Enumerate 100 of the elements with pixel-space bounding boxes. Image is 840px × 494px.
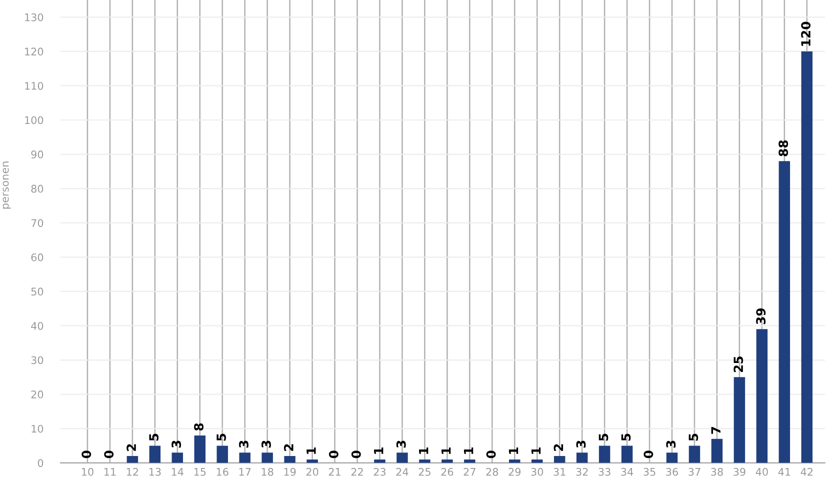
data-label: 3 [666,440,676,448]
x-tick-label: 37 [688,468,700,476]
bar [756,329,768,463]
data-label: 39 [756,308,766,324]
data-label: 8 [194,423,204,431]
x-tick-label: 12 [126,468,138,476]
x-tick-label: 10 [82,468,94,476]
data-label: 2 [554,444,564,451]
x-tick-label: 35 [644,468,656,476]
y-tick-label: 40 [31,322,44,330]
data-label: 3 [576,440,586,448]
data-label: 5 [621,434,631,441]
bar [666,452,678,463]
x-tick-label: 25 [418,468,430,476]
data-label: 3 [172,440,182,448]
data-label: 1 [374,447,384,454]
x-tick-label: 14 [172,468,184,476]
data-label: 0 [104,450,114,458]
data-label: 25 [734,356,744,372]
data-label: 3 [239,440,248,448]
bar [621,446,633,463]
y-tick-label: 110 [25,82,44,90]
data-label: 120 [801,22,811,46]
data-label: 1 [419,447,428,454]
x-tick-label: 21 [328,468,340,476]
y-tick-label: 0 [38,459,44,467]
bar [688,446,700,463]
bar [216,446,228,463]
x-tick-label: 41 [778,468,790,476]
data-label: 3 [261,440,271,448]
data-label: 5 [216,434,226,441]
bar [306,459,318,463]
data-label: 0 [82,450,92,458]
bar [554,456,566,463]
data-label: 0 [486,450,496,458]
x-tick-label: 18 [262,468,274,476]
bar [126,456,138,463]
bar [576,452,588,463]
bar [442,459,453,463]
x-tick-label: 42 [800,468,812,476]
x-tick-label: 13 [149,468,161,476]
x-tick-label: 29 [508,468,521,476]
x-tick-label: 33 [598,468,610,476]
y-tick-label: 70 [31,219,44,227]
bar [419,459,430,463]
data-label: 0 [351,450,361,458]
data-label: 88 [778,140,788,156]
y-tick-label: 60 [31,253,44,262]
bar [149,446,161,463]
x-tick-label: 23 [374,468,386,476]
data-label: 2 [126,444,136,451]
data-label: 7 [711,427,720,434]
bar [374,459,386,463]
y-axis-title: personen [2,162,11,209]
x-tick-label: 34 [621,468,634,476]
bar [801,51,813,463]
bar [711,438,723,463]
x-tick-label: 19 [284,468,296,476]
data-label: 1 [306,447,316,454]
data-label: 0 [328,450,338,458]
data-label: 2 [284,444,294,451]
bar [396,452,408,463]
data-label: 5 [598,434,608,441]
x-tick-label: 36 [666,468,678,476]
x-tick-label: 22 [351,468,363,476]
data-label: 0 [644,450,654,458]
x-tick-label: 24 [396,468,408,476]
bar [734,377,746,463]
x-tick-label: 15 [194,468,206,476]
data-label: 5 [149,434,159,441]
x-tick-label: 17 [239,468,251,476]
x-tick-label: 28 [486,468,498,476]
x-tick-label: 32 [576,468,588,476]
y-tick-label: 120 [25,48,44,56]
bar [284,456,296,463]
bar [598,446,610,463]
x-tick-label: 27 [464,468,476,476]
x-tick-label: 20 [306,468,318,476]
y-tick-label: 10 [32,424,44,433]
x-tick-label: 31 [554,468,566,476]
bar [172,452,184,463]
data-label: 1 [508,447,518,454]
x-tick-label: 26 [441,468,454,476]
y-tick-label: 30 [31,356,44,364]
data-label: 1 [531,447,541,454]
x-tick-label: 16 [216,468,228,476]
bar [239,452,250,463]
y-tick-label: 100 [25,116,44,124]
data-label: 5 [688,434,698,441]
x-tick-label: 39 [734,468,746,476]
bar [778,161,790,463]
data-label: 1 [464,447,474,454]
y-tick-label: 50 [31,288,44,296]
x-tick-label: 40 [756,468,768,476]
y-tick-label: 20 [31,390,44,398]
bar [464,459,476,463]
data-label: 3 [396,440,406,448]
y-tick-label: 130 [25,13,44,22]
data-label: 1 [442,447,451,454]
x-tick-label: 30 [531,468,544,476]
